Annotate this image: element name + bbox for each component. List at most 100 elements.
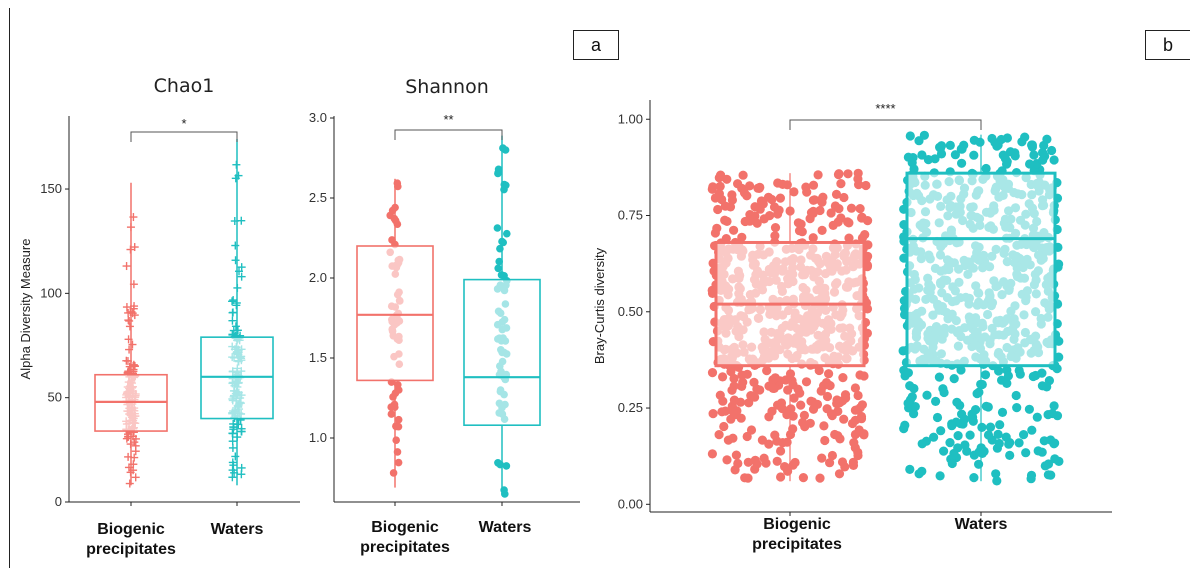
y-axis-label-braycurtis: Bray-Curtis diversity xyxy=(592,247,607,364)
data-point xyxy=(939,387,949,398)
data-point xyxy=(808,195,819,205)
data-point xyxy=(742,431,752,442)
data-point xyxy=(739,188,750,198)
data-point xyxy=(729,381,739,391)
box-group-chao1-1 xyxy=(200,138,274,486)
data-point xyxy=(917,439,927,449)
x-category-label-braycurtis: Waters xyxy=(955,516,1008,533)
panel-label-b: b xyxy=(1145,30,1190,60)
x-category-label-line: Waters xyxy=(479,519,532,536)
data-point xyxy=(830,429,840,440)
y-tick-label-shannon: 1.5 xyxy=(309,350,327,365)
data-point xyxy=(1042,134,1052,144)
data-point xyxy=(707,449,718,459)
data-point xyxy=(793,218,804,228)
data-point xyxy=(1040,461,1050,471)
data-point xyxy=(1015,369,1025,379)
data-point xyxy=(740,216,750,227)
data-point xyxy=(952,397,962,407)
data-point xyxy=(843,169,853,179)
data-point xyxy=(752,459,762,469)
data-point xyxy=(394,182,402,191)
data-point xyxy=(995,420,1005,430)
data-point xyxy=(903,368,914,378)
data-point xyxy=(863,216,873,226)
chart-shannon: Shannon 1.0 1.5 2.0 2.5 3.0 ** Biogenic precipit… xyxy=(309,76,580,556)
data-point xyxy=(1038,155,1048,165)
y-tick-label-chao1: 150 xyxy=(40,181,62,196)
data-point xyxy=(822,391,833,402)
left-border-line xyxy=(9,8,10,568)
data-point xyxy=(761,458,771,468)
data-point xyxy=(493,224,502,232)
data-point xyxy=(737,232,747,242)
data-point xyxy=(745,181,755,191)
data-point xyxy=(780,462,790,472)
data-point xyxy=(833,170,844,180)
data-point xyxy=(788,411,798,421)
data-point xyxy=(758,199,768,209)
data-point xyxy=(744,398,754,408)
significance-bracket-shannon xyxy=(394,129,503,140)
data-point xyxy=(1038,148,1048,158)
data-point xyxy=(799,410,810,420)
data-point xyxy=(765,211,775,221)
data-point xyxy=(728,433,738,443)
data-point xyxy=(825,458,835,468)
data-point xyxy=(731,450,742,460)
data-point xyxy=(834,469,845,479)
data-point xyxy=(1043,470,1053,480)
data-point xyxy=(850,415,861,425)
y-tick-label-chao1: 0 xyxy=(55,494,62,509)
data-point xyxy=(836,213,846,223)
data-point xyxy=(713,204,723,215)
iqr-box xyxy=(356,245,434,382)
data-point xyxy=(808,233,818,243)
data-point xyxy=(848,460,859,470)
data-point xyxy=(740,473,750,483)
data-point xyxy=(727,195,738,205)
data-point xyxy=(953,431,963,441)
x-category-label-line: precipitates xyxy=(752,536,842,553)
data-point xyxy=(394,422,403,431)
data-point xyxy=(859,429,869,439)
data-point xyxy=(720,215,730,225)
data-point xyxy=(496,244,504,253)
data-point xyxy=(929,432,939,442)
data-point xyxy=(934,372,945,382)
data-point xyxy=(817,197,827,207)
data-point xyxy=(914,136,924,146)
data-point xyxy=(1004,439,1014,449)
data-point xyxy=(777,404,788,414)
data-point xyxy=(839,414,849,424)
data-point xyxy=(996,134,1006,145)
data-point xyxy=(969,150,979,160)
data-point xyxy=(957,158,967,168)
data-point xyxy=(770,373,780,383)
x-category-label-line: Biogenic xyxy=(763,516,831,533)
data-point xyxy=(981,163,991,174)
data-point xyxy=(997,407,1008,417)
x-category-label-line: Biogenic xyxy=(97,521,165,538)
data-point xyxy=(859,371,869,381)
chart-title-chao1: Chao1 xyxy=(154,75,215,97)
data-point xyxy=(931,396,941,406)
data-point xyxy=(776,446,786,456)
data-point xyxy=(712,223,722,233)
data-point xyxy=(923,155,934,165)
significance-bracket-braycurtis xyxy=(789,119,982,130)
data-point xyxy=(950,150,961,160)
x-category-label-line: precipitates xyxy=(86,541,176,558)
data-point xyxy=(388,206,397,215)
x-category-label-shannon: Waters xyxy=(479,519,532,536)
data-point xyxy=(981,401,991,411)
y-tick-label-braycurtis: 1.00 xyxy=(618,111,643,126)
data-point xyxy=(1049,155,1059,165)
data-point xyxy=(710,193,721,203)
data-point xyxy=(767,406,777,416)
data-point xyxy=(991,469,1001,479)
data-point xyxy=(1047,145,1057,156)
data-point xyxy=(905,464,915,474)
data-point xyxy=(956,365,966,375)
data-point xyxy=(853,168,863,178)
